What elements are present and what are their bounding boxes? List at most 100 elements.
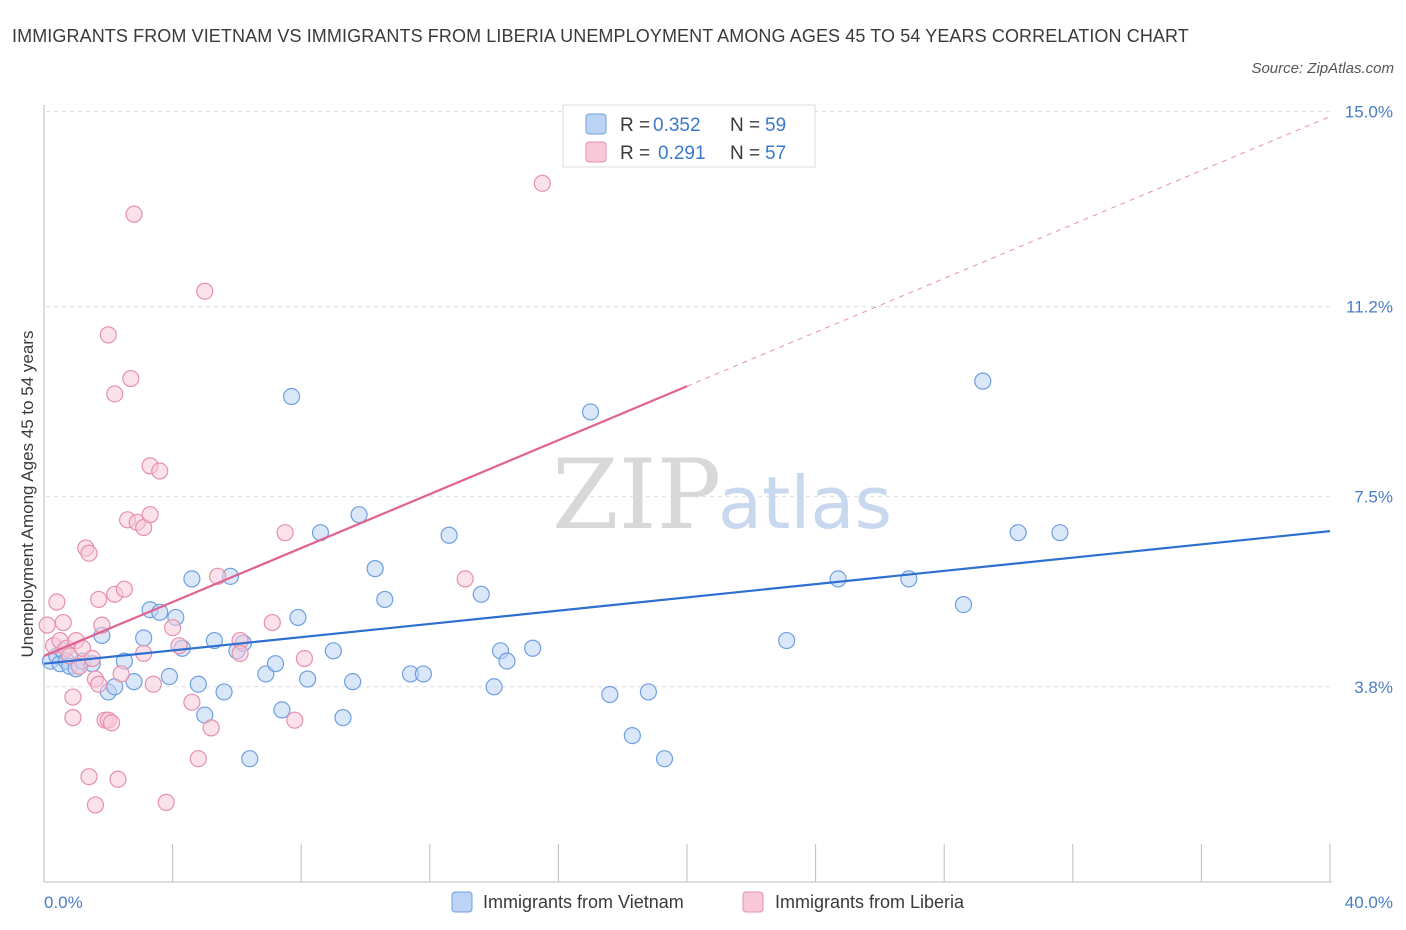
- liberia-point: [276, 524, 294, 542]
- vietnam-point: [498, 652, 516, 670]
- liberia-point: [112, 665, 130, 683]
- liberia-point: [122, 369, 140, 388]
- liberia-point: [70, 657, 88, 675]
- vietnam-point: [189, 675, 207, 693]
- legend-n-label-vietnam: N =: [730, 115, 760, 136]
- vietnam-trend-line: [43, 530, 1331, 665]
- liberia-point: [456, 570, 474, 588]
- liberia-point: [86, 796, 105, 814]
- legend-n-value-vietnam: 59: [765, 115, 786, 136]
- vietnam-point: [974, 372, 992, 390]
- legend-swatch-liberia: [585, 141, 607, 163]
- vietnam-point: [1051, 524, 1069, 542]
- liberia-point: [106, 385, 124, 403]
- vietnam-point: [601, 685, 619, 704]
- liberia-points: [38, 174, 551, 814]
- liberia-point: [48, 593, 66, 611]
- vietnam-point: [215, 683, 233, 701]
- axes: [43, 105, 1332, 883]
- liberia-point: [533, 174, 551, 192]
- liberia-point: [125, 205, 143, 223]
- vietnam-point: [160, 667, 178, 686]
- x-tick-label-max: 40.0%: [1345, 893, 1393, 912]
- bottom-legend-swatch-liberia: [742, 891, 764, 913]
- vietnam-point: [623, 726, 641, 745]
- liberia-point: [90, 675, 108, 693]
- chart-title: IMMIGRANTS FROM VIETNAM VS IMMIGRANTS FR…: [12, 26, 1189, 46]
- liberia-point: [202, 719, 220, 737]
- vietnam-point: [282, 387, 301, 406]
- y-axis-label: Unemployment Among Ages 45 to 54 years: [18, 331, 37, 658]
- bottom-legend-label-liberia: Immigrants from Liberia: [775, 892, 965, 912]
- vietnam-point: [125, 673, 143, 691]
- liberia-point: [80, 544, 98, 562]
- liberia-point: [157, 793, 175, 811]
- vietnam-point: [344, 673, 362, 691]
- grid-lines: [46, 110, 1332, 688]
- vietnam-point: [183, 570, 201, 588]
- x-tick-label-min: 0.0%: [44, 893, 83, 912]
- vietnam-point: [324, 642, 342, 660]
- vietnam-point: [829, 570, 847, 588]
- vietnam-point: [485, 678, 503, 696]
- vietnam-point: [472, 585, 490, 603]
- bottom-legend-label-vietnam: Immigrants from Vietnam: [483, 892, 684, 912]
- stats-legend: R = 0.352 N = 59 R = 0.291 N = 57: [562, 104, 816, 168]
- liberia-point: [115, 580, 133, 598]
- liberia-point: [144, 675, 162, 693]
- vietnam-point: [366, 560, 384, 578]
- liberia-point: [183, 693, 201, 711]
- watermark-zip: ZIP: [552, 439, 721, 551]
- vietnam-point: [266, 655, 285, 673]
- legend-n-value-liberia: 57: [765, 143, 786, 164]
- watermark-atlas: atlas: [718, 461, 892, 545]
- vietnam-point: [1009, 524, 1027, 542]
- liberia-trend-extension: [686, 116, 1331, 387]
- y-tick-label: 15.0%: [1345, 102, 1393, 121]
- liberia-point: [99, 326, 117, 344]
- liberia-trend-line: [43, 385, 688, 657]
- vietnam-point: [135, 629, 153, 647]
- bottom-legend-swatch-vietnam: [451, 891, 473, 913]
- vietnam-point: [241, 750, 259, 768]
- bottom-legend: Immigrants from Vietnam Immigrants from …: [451, 891, 965, 913]
- legend-r-value-liberia: 0.291: [658, 143, 706, 164]
- vietnam-point: [639, 683, 658, 701]
- x-tick-marks: [172, 844, 1331, 882]
- vietnam-point: [414, 665, 432, 683]
- y-tick-label: 7.5%: [1354, 488, 1393, 507]
- liberia-point: [64, 688, 82, 706]
- liberia-point: [295, 649, 314, 668]
- liberia-point: [151, 462, 169, 480]
- liberia-point: [102, 714, 121, 732]
- legend-r-label-liberia: R =: [620, 143, 650, 164]
- liberia-point: [109, 770, 127, 788]
- vietnam-point: [299, 670, 317, 688]
- vietnam-point: [376, 590, 394, 609]
- vietnam-point: [334, 709, 352, 727]
- liberia-point: [141, 506, 159, 524]
- liberia-point: [38, 616, 56, 634]
- vietnam-point: [289, 608, 307, 627]
- liberia-point: [196, 282, 214, 300]
- liberia-point: [80, 768, 98, 786]
- liberia-point: [263, 613, 281, 632]
- liberia-point: [90, 590, 108, 609]
- legend-r-label-vietnam: R =: [620, 115, 650, 136]
- vietnam-point: [440, 526, 458, 544]
- liberia-point: [54, 613, 72, 632]
- vietnam-point: [954, 595, 973, 614]
- liberia-point: [64, 709, 82, 727]
- liberia-point: [286, 711, 304, 729]
- vietnam-point: [581, 403, 600, 421]
- legend-n-label-liberia: N =: [730, 143, 760, 164]
- y-tick-label: 11.2%: [1346, 298, 1393, 317]
- legend-r-value-vietnam: 0.352: [653, 115, 701, 136]
- vietnam-point: [655, 750, 674, 768]
- y-tick-labels: 3.8% 7.5% 11.2% 15.0%: [1345, 102, 1393, 696]
- vietnam-point: [778, 631, 796, 650]
- liberia-point: [189, 750, 207, 768]
- source-label: Source: ZipAtlas.com: [1251, 60, 1394, 77]
- legend-swatch-vietnam: [585, 113, 607, 135]
